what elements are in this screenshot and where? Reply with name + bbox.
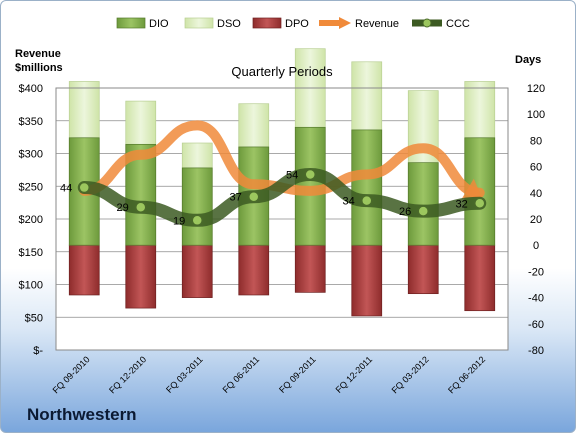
bar-dpo [68, 244, 100, 296]
ccc-line [77, 167, 487, 227]
bar-dio [181, 167, 213, 246]
bar-dio [407, 162, 439, 246]
ccc-data-label: 54 [286, 169, 298, 181]
legend-marker [422, 18, 432, 28]
bar-dpo [351, 244, 383, 317]
left-tick-label: $150 [19, 247, 43, 259]
legend-swatch [116, 17, 146, 29]
ccc-marker [191, 214, 203, 227]
legend-label: DSO [217, 18, 241, 30]
right-tick-label: 0 [533, 240, 539, 252]
right-tick-label: -20 [528, 266, 544, 278]
x-tick-label: FQ 06-2012 [446, 354, 487, 395]
ccc-marker [248, 190, 260, 203]
bar-dpo [238, 244, 270, 296]
bar-dpo [125, 244, 157, 309]
right-tick-label: 40 [530, 188, 542, 200]
ccc-data-label: 29 [117, 202, 129, 214]
bar-dpo [181, 244, 213, 298]
chart-title: Quarterly Periods [231, 64, 333, 79]
left-tick-label: $350 [19, 116, 43, 128]
left-tick-label: $250 [19, 181, 43, 193]
x-tick-label: FQ 12-2011 [334, 354, 375, 395]
ccc-marker [304, 168, 316, 181]
x-tick-label: FQ 12-2010 [107, 354, 148, 395]
left-tick-label: $- [33, 345, 43, 357]
right-tick-label: 60 [530, 162, 542, 174]
right-tick-label: -60 [528, 319, 544, 331]
right-tick-label: 120 [527, 83, 545, 95]
x-tick-label: FQ 06-2011 [221, 354, 262, 395]
x-tick-label: FQ 09-2011 [277, 354, 318, 395]
right-axis-title: Days [515, 54, 541, 66]
right-tick-label: 100 [527, 109, 545, 121]
right-tick-label: 80 [530, 135, 542, 147]
ccc-marker [78, 181, 90, 194]
ccc-data-label: 44 [60, 183, 72, 195]
x-tick-label: FQ 03-2011 [164, 354, 205, 395]
ccc-data-label: 37 [230, 192, 242, 204]
legend-label: DIO [149, 18, 169, 30]
legend-label: Revenue [355, 18, 399, 30]
legend-label: DPO [285, 18, 309, 30]
left-tick-label: $100 [19, 280, 43, 292]
bar-dpo [407, 244, 439, 295]
ccc-data-label: 34 [343, 196, 355, 208]
ccc-marker [417, 205, 429, 217]
left-tick-label: $200 [19, 214, 43, 226]
bar-dio [351, 129, 383, 246]
revenue-arrowhead [461, 178, 482, 199]
ccc-data-label: 32 [456, 198, 468, 210]
left-tick-label: $50 [25, 312, 43, 324]
left-tick-label: $300 [19, 149, 43, 161]
ccc-marker [135, 201, 147, 213]
x-tick-label: FQ 03-2012 [390, 354, 431, 395]
left-tick-label: $400 [19, 83, 43, 95]
left-axis-title: Revenue [15, 48, 61, 60]
bar-dpo [294, 244, 326, 293]
x-tick-label: FQ 09-2010 [51, 354, 92, 395]
ccc-data-label: 26 [399, 206, 411, 218]
company-name: Northwestern [27, 405, 137, 424]
right-tick-label: -40 [528, 293, 544, 305]
bar-dpo [464, 244, 496, 312]
legend-arrowhead [339, 17, 351, 29]
left-axis-title-unit: $millions [15, 62, 63, 74]
legend-swatch [252, 17, 282, 29]
legend-swatch [184, 17, 214, 29]
ccc-marker [474, 197, 486, 210]
right-tick-label: 20 [530, 214, 542, 226]
ccc-marker [361, 194, 373, 207]
plot-border [55, 87, 509, 351]
right-tick-label: -80 [528, 345, 544, 357]
legend-label: CCC [446, 18, 470, 30]
ccc-data-label: 19 [173, 215, 185, 227]
